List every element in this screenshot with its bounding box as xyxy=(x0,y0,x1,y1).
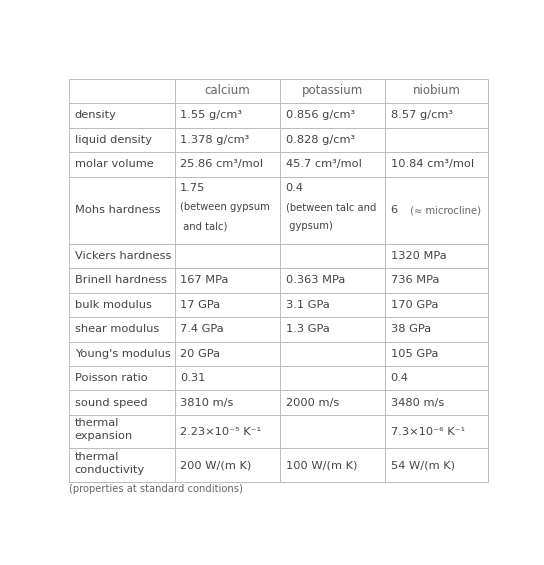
Text: niobium: niobium xyxy=(413,84,461,97)
Text: (properties at standard conditions): (properties at standard conditions) xyxy=(69,484,243,494)
Text: 0.31: 0.31 xyxy=(180,373,206,383)
Text: 3.1 GPa: 3.1 GPa xyxy=(286,300,329,310)
Text: 736 MPa: 736 MPa xyxy=(391,275,439,285)
Text: 7.3×10⁻⁶ K⁻¹: 7.3×10⁻⁶ K⁻¹ xyxy=(391,427,465,437)
Text: 45.7 cm³/mol: 45.7 cm³/mol xyxy=(286,159,361,170)
Text: 0.856 g/cm³: 0.856 g/cm³ xyxy=(286,110,355,120)
Text: 100 W/(m K): 100 W/(m K) xyxy=(286,460,357,470)
Text: liquid density: liquid density xyxy=(75,135,152,145)
Text: 3480 m/s: 3480 m/s xyxy=(391,398,444,408)
Text: 2000 m/s: 2000 m/s xyxy=(286,398,339,408)
Text: 170 GPa: 170 GPa xyxy=(391,300,438,310)
Text: expansion: expansion xyxy=(75,432,133,441)
Text: conductivity: conductivity xyxy=(75,465,145,475)
Text: Poisson ratio: Poisson ratio xyxy=(75,373,147,383)
Text: (≈ microcline): (≈ microcline) xyxy=(407,205,481,215)
Text: Brinell hardness: Brinell hardness xyxy=(75,275,167,285)
Text: 3810 m/s: 3810 m/s xyxy=(180,398,233,408)
Text: and talc): and talc) xyxy=(180,221,227,232)
Text: 1320 MPa: 1320 MPa xyxy=(391,251,446,261)
Text: gypsum): gypsum) xyxy=(286,221,332,232)
Text: shear modulus: shear modulus xyxy=(75,324,159,334)
Text: 17 GPa: 17 GPa xyxy=(180,300,220,310)
Text: 8.57 g/cm³: 8.57 g/cm³ xyxy=(391,110,453,120)
Text: 1.55 g/cm³: 1.55 g/cm³ xyxy=(180,110,242,120)
Text: density: density xyxy=(75,110,116,120)
Text: calcium: calcium xyxy=(205,84,250,97)
Text: (between talc and: (between talc and xyxy=(286,202,376,212)
Text: 6: 6 xyxy=(391,205,398,215)
Text: bulk modulus: bulk modulus xyxy=(75,300,152,310)
Text: Vickers hardness: Vickers hardness xyxy=(75,251,171,261)
Text: thermal: thermal xyxy=(75,451,119,462)
Text: 105 GPa: 105 GPa xyxy=(391,349,438,359)
Text: 2.23×10⁻⁵ K⁻¹: 2.23×10⁻⁵ K⁻¹ xyxy=(180,427,261,437)
Text: molar volume: molar volume xyxy=(75,159,153,170)
Text: 1.75: 1.75 xyxy=(180,183,206,193)
Text: 0.4: 0.4 xyxy=(286,183,304,193)
Text: potassium: potassium xyxy=(302,84,363,97)
Text: 1.378 g/cm³: 1.378 g/cm³ xyxy=(180,135,249,145)
Text: 200 W/(m K): 200 W/(m K) xyxy=(180,460,251,470)
Text: 38 GPa: 38 GPa xyxy=(391,324,431,334)
Text: 0.4: 0.4 xyxy=(391,373,409,383)
Text: 7.4 GPa: 7.4 GPa xyxy=(180,324,224,334)
Text: thermal: thermal xyxy=(75,418,119,428)
Text: 0.363 MPa: 0.363 MPa xyxy=(286,275,345,285)
Text: sound speed: sound speed xyxy=(75,398,147,408)
Text: 167 MPa: 167 MPa xyxy=(180,275,228,285)
Text: Mohs hardness: Mohs hardness xyxy=(75,205,160,215)
Text: (between gypsum: (between gypsum xyxy=(180,202,270,212)
Text: 1.3 GPa: 1.3 GPa xyxy=(286,324,329,334)
Text: Young's modulus: Young's modulus xyxy=(75,349,170,359)
Text: 20 GPa: 20 GPa xyxy=(180,349,220,359)
Text: 54 W/(m K): 54 W/(m K) xyxy=(391,460,455,470)
Text: 25.86 cm³/mol: 25.86 cm³/mol xyxy=(180,159,263,170)
Text: 10.84 cm³/mol: 10.84 cm³/mol xyxy=(391,159,474,170)
Text: 0.828 g/cm³: 0.828 g/cm³ xyxy=(286,135,355,145)
